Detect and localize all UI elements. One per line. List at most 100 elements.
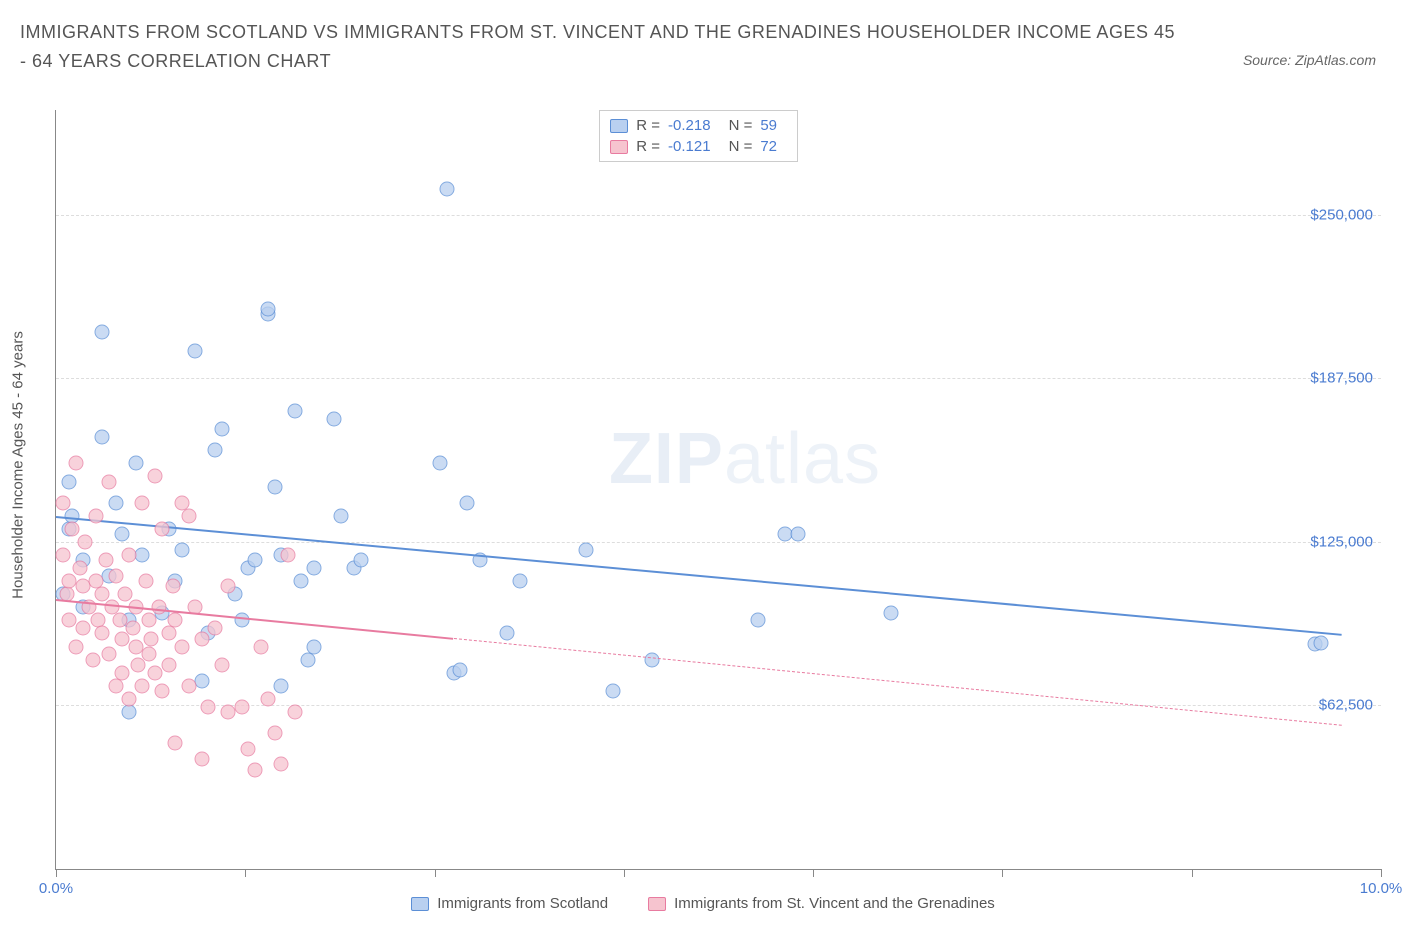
r-label: R = bbox=[636, 138, 660, 155]
data-point-stvincent bbox=[214, 657, 229, 672]
data-point-stvincent bbox=[152, 600, 167, 615]
data-point-scotland bbox=[791, 526, 806, 541]
data-point-stvincent bbox=[208, 621, 223, 636]
data-point-scotland bbox=[579, 542, 594, 557]
data-point-stvincent bbox=[161, 626, 176, 641]
data-point-stvincent bbox=[141, 647, 156, 662]
data-point-stvincent bbox=[115, 665, 130, 680]
r-label: R = bbox=[636, 117, 660, 134]
data-point-scotland bbox=[327, 411, 342, 426]
x-tick bbox=[56, 869, 57, 877]
data-point-stvincent bbox=[102, 474, 117, 489]
y-tick-label: $125,000 bbox=[1310, 533, 1373, 550]
source-attribution: Source: ZipAtlas.com bbox=[1243, 52, 1376, 68]
data-point-stvincent bbox=[64, 521, 79, 536]
data-point-stvincent bbox=[155, 684, 170, 699]
data-point-stvincent bbox=[174, 639, 189, 654]
trend-line-dashed-stvincent bbox=[453, 638, 1341, 726]
data-point-stvincent bbox=[234, 699, 249, 714]
data-point-scotland bbox=[121, 704, 136, 719]
n-value-stvincent: 72 bbox=[760, 138, 777, 155]
legend-item-stvincent: Immigrants from St. Vincent and the Gren… bbox=[648, 895, 995, 912]
data-point-stvincent bbox=[139, 574, 154, 589]
data-point-scotland bbox=[353, 553, 368, 568]
data-point-scotland bbox=[214, 422, 229, 437]
data-point-stvincent bbox=[247, 762, 262, 777]
data-point-stvincent bbox=[86, 652, 101, 667]
data-point-scotland bbox=[294, 574, 309, 589]
data-point-stvincent bbox=[161, 657, 176, 672]
data-point-stvincent bbox=[141, 613, 156, 628]
legend-swatch-stvincent bbox=[648, 897, 666, 911]
data-point-scotland bbox=[267, 479, 282, 494]
data-point-stvincent bbox=[55, 495, 70, 510]
data-point-stvincent bbox=[274, 757, 289, 772]
stats-row-stvincent: R =-0.121N =72 bbox=[610, 136, 787, 157]
data-point-stvincent bbox=[72, 561, 87, 576]
data-point-stvincent bbox=[121, 691, 136, 706]
data-point-scotland bbox=[287, 403, 302, 418]
data-point-stvincent bbox=[181, 508, 196, 523]
y-tick-label: $187,500 bbox=[1310, 370, 1373, 387]
x-tick bbox=[435, 869, 436, 877]
data-point-stvincent bbox=[108, 678, 123, 693]
data-point-scotland bbox=[95, 430, 110, 445]
series-legend: Immigrants from Scotland Immigrants from … bbox=[0, 895, 1406, 912]
data-point-stvincent bbox=[261, 691, 276, 706]
data-point-scotland bbox=[274, 678, 289, 693]
data-point-stvincent bbox=[68, 639, 83, 654]
data-point-scotland bbox=[194, 673, 209, 688]
stats-row-scotland: R =-0.218N =59 bbox=[610, 115, 787, 136]
data-point-scotland bbox=[174, 542, 189, 557]
r-value-scotland: -0.218 bbox=[668, 117, 711, 134]
y-tick-label: $62,500 bbox=[1319, 697, 1373, 714]
x-tick bbox=[245, 869, 246, 877]
legend-label-scotland: Immigrants from Scotland bbox=[437, 895, 608, 912]
data-point-stvincent bbox=[102, 647, 117, 662]
data-point-scotland bbox=[453, 663, 468, 678]
data-point-scotland bbox=[433, 456, 448, 471]
n-value-scotland: 59 bbox=[760, 117, 777, 134]
gridline bbox=[56, 542, 1381, 543]
legend-item-scotland: Immigrants from Scotland bbox=[411, 895, 608, 912]
scatter-chart: ZIPatlas R =-0.218N =59R =-0.121N =72 $6… bbox=[55, 110, 1381, 870]
x-tick bbox=[1381, 869, 1382, 877]
data-point-scotland bbox=[333, 508, 348, 523]
data-point-scotland bbox=[247, 553, 262, 568]
data-point-scotland bbox=[261, 301, 276, 316]
data-point-stvincent bbox=[125, 621, 140, 636]
data-point-stvincent bbox=[148, 469, 163, 484]
legend-swatch-stvincent bbox=[610, 140, 628, 154]
data-point-stvincent bbox=[55, 547, 70, 562]
data-point-scotland bbox=[108, 495, 123, 510]
data-point-stvincent bbox=[68, 456, 83, 471]
data-point-scotland bbox=[95, 325, 110, 340]
y-tick-label: $250,000 bbox=[1310, 206, 1373, 223]
data-point-stvincent bbox=[95, 626, 110, 641]
data-point-stvincent bbox=[287, 704, 302, 719]
data-point-stvincent bbox=[267, 725, 282, 740]
data-point-stvincent bbox=[168, 736, 183, 751]
data-point-scotland bbox=[1314, 635, 1329, 650]
data-point-stvincent bbox=[254, 639, 269, 654]
data-point-stvincent bbox=[144, 631, 159, 646]
data-point-stvincent bbox=[135, 678, 150, 693]
data-point-stvincent bbox=[280, 547, 295, 562]
data-point-stvincent bbox=[181, 678, 196, 693]
x-tick bbox=[624, 869, 625, 877]
watermark: ZIPatlas bbox=[609, 418, 881, 500]
correlation-stats-box: R =-0.218N =59R =-0.121N =72 bbox=[599, 110, 798, 162]
data-point-stvincent bbox=[75, 621, 90, 636]
data-point-scotland bbox=[188, 343, 203, 358]
chart-title: IMMIGRANTS FROM SCOTLAND VS IMMIGRANTS F… bbox=[20, 18, 1186, 76]
data-point-scotland bbox=[459, 495, 474, 510]
data-point-scotland bbox=[751, 613, 766, 628]
data-point-stvincent bbox=[194, 631, 209, 646]
data-point-stvincent bbox=[88, 508, 103, 523]
data-point-scotland bbox=[208, 443, 223, 458]
data-point-stvincent bbox=[168, 613, 183, 628]
data-point-scotland bbox=[135, 547, 150, 562]
data-point-stvincent bbox=[165, 579, 180, 594]
gridline bbox=[56, 378, 1381, 379]
x-tick bbox=[813, 869, 814, 877]
